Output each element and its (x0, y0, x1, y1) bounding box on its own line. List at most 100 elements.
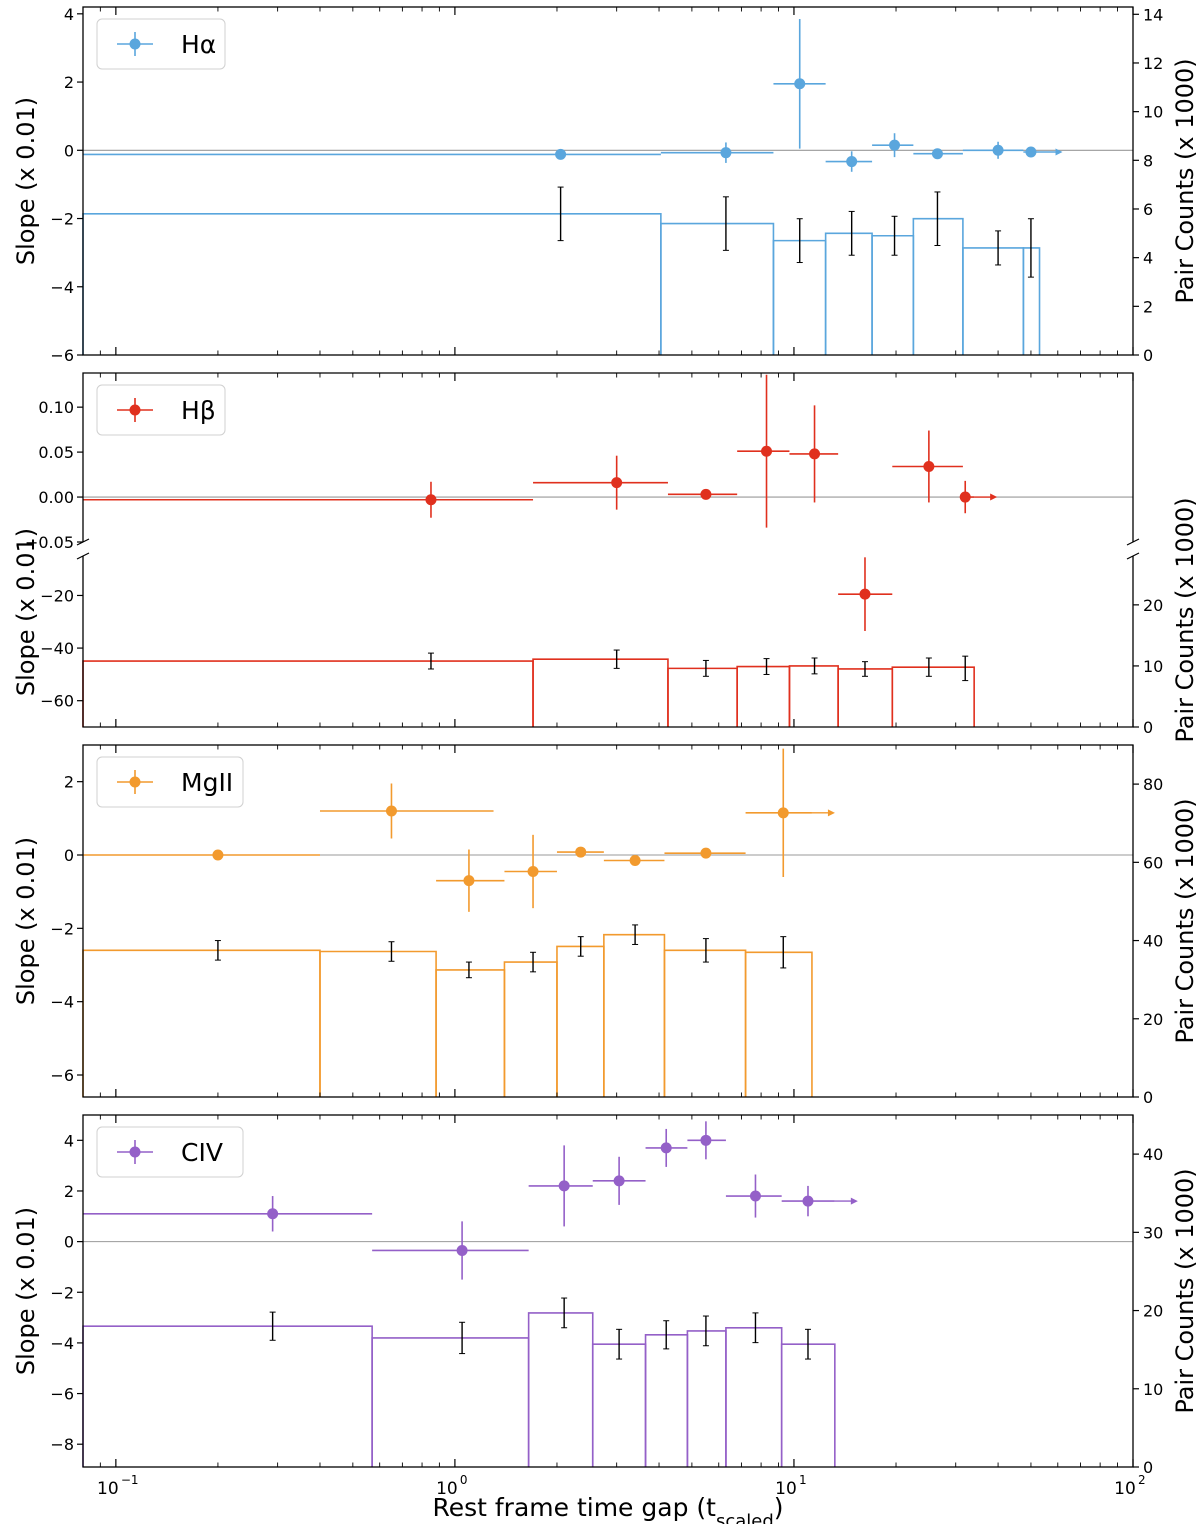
y2-axis-label: Pair Counts (x 1000) (1171, 497, 1199, 742)
slope-point (700, 847, 712, 859)
slope-point (629, 855, 641, 866)
slope-point (611, 477, 623, 489)
count-bar (532, 658, 669, 727)
count-bar (82, 1325, 373, 1467)
limit-arrow-head (1055, 148, 1063, 156)
y2-tick-label: 10 (1143, 1380, 1163, 1399)
slope-point (558, 1180, 570, 1192)
x-tick-label-group: 10 0 (436, 1473, 467, 1499)
count-bar (591, 1343, 647, 1467)
limit-arrow-head (827, 809, 835, 817)
y-tick-label: −6 (50, 346, 74, 365)
slope-point (794, 78, 806, 90)
plot-frame (82, 1114, 1134, 1468)
y2-tick-label: 10 (1143, 103, 1163, 122)
y-tick-label: 4 (64, 5, 74, 24)
slope-point (992, 144, 1004, 156)
slope-point (575, 846, 587, 858)
slope-point (1025, 146, 1037, 158)
y-tick-label: 2 (64, 73, 74, 92)
slope-point (463, 875, 475, 887)
x-tick-label-group: 10 −1 (97, 1473, 139, 1499)
count-bar (736, 665, 791, 727)
count-bar (644, 1334, 689, 1467)
slope-point (802, 1195, 814, 1207)
legend-marker (129, 38, 141, 50)
legend-marker (129, 776, 141, 788)
plot-frame (82, 744, 1134, 1098)
y-tick-label: 0 (64, 846, 74, 865)
y-tick-label: 0.10 (38, 398, 74, 417)
x-axis-label-close: ) (774, 1493, 784, 1522)
y-axis-label: Slope (x 0.01) (12, 528, 40, 696)
y2-tick-label: 14 (1143, 5, 1163, 24)
count-bar (527, 1312, 594, 1467)
slope-point (889, 139, 901, 151)
x-axis-label-subscript: scaled (716, 1511, 774, 1525)
y2-tick-label: 4 (1143, 249, 1153, 268)
plot-frame-lower (82, 556, 1134, 728)
y2-tick-label: 40 (1143, 1145, 1163, 1164)
x-tick-exponent: −1 (121, 1473, 139, 1487)
slope-point (425, 494, 437, 506)
legend-box (96, 384, 226, 436)
y-tick-label: −8 (50, 1435, 74, 1454)
slope-point (555, 148, 567, 160)
slope-point (660, 1142, 672, 1154)
panel-h-beta: −0.05 0.00 0.05 0.10 −60 −40 −20 0 10 20 Hβ Slope (… (12, 372, 1199, 743)
x-axis-label-main: Rest frame time gap (t (432, 1493, 716, 1522)
slope-point (613, 1175, 625, 1187)
slope-point (700, 488, 712, 500)
y2-tick-label: 80 (1143, 775, 1163, 794)
x-tick-exponent: 0 (460, 1473, 468, 1487)
count-bar (556, 945, 605, 1097)
y-tick-label: 0.05 (38, 443, 74, 462)
y-axis-label: Slope (x 0.01) (12, 97, 40, 265)
count-bar (603, 933, 666, 1097)
slope-point (761, 445, 773, 457)
slope-point (859, 588, 871, 600)
legend-marker (129, 404, 141, 416)
y2-axis-label: Pair Counts (x 1000) (1171, 58, 1199, 303)
y-tick-label: −0.05 (25, 533, 74, 552)
y2-tick-label: 8 (1143, 151, 1153, 170)
x-tick-label: 10 (1114, 1479, 1136, 1499)
y-tick-label: −20 (40, 586, 74, 605)
count-bar (788, 665, 839, 727)
count-bar (686, 1330, 727, 1467)
y2-axis-label: Pair Counts (x 1000) (1171, 1168, 1199, 1413)
y2-tick-label: 2 (1143, 297, 1153, 316)
y-tick-label: 2 (64, 773, 74, 792)
y-tick-label: 4 (64, 1131, 74, 1150)
y2-tick-label: 60 (1143, 853, 1163, 872)
count-bar (962, 247, 1025, 355)
legend-label: Hα (181, 30, 216, 59)
slope-point (777, 807, 789, 819)
y-axis-label: Slope (x 0.01) (12, 1207, 40, 1375)
plot-frame (82, 6, 1134, 356)
count-bar (319, 950, 437, 1097)
y2-tick-label: 12 (1143, 54, 1163, 73)
x-tick-label: 10 (775, 1479, 797, 1499)
slope-point (809, 448, 821, 460)
y2-tick-label: 20 (1143, 1010, 1163, 1029)
count-bar (891, 666, 975, 727)
y2-tick-label: 10 (1143, 657, 1163, 676)
slope-point (931, 148, 943, 160)
y-tick-label: −2 (50, 210, 74, 229)
y-tick-label: −60 (40, 692, 74, 711)
slope-point (720, 147, 732, 159)
slope-point (212, 849, 224, 861)
x-tick-label: 10 (97, 1479, 119, 1499)
y2-tick-label: 40 (1143, 932, 1163, 951)
x-tick-label-group: 10 1 (775, 1473, 806, 1499)
y-tick-label: −6 (50, 1385, 74, 1404)
x-tick-exponent: 1 (799, 1473, 807, 1487)
panel-h-alpha: −6 −4 −2 0 2 4 0 2 4 6 8 10 12 14 Hα Slope (x 0.01) Pair… (12, 5, 1199, 365)
count-bar (371, 1337, 530, 1467)
y-tick-label: 0 (64, 141, 74, 160)
y2-tick-label: 0 (1143, 1458, 1153, 1477)
